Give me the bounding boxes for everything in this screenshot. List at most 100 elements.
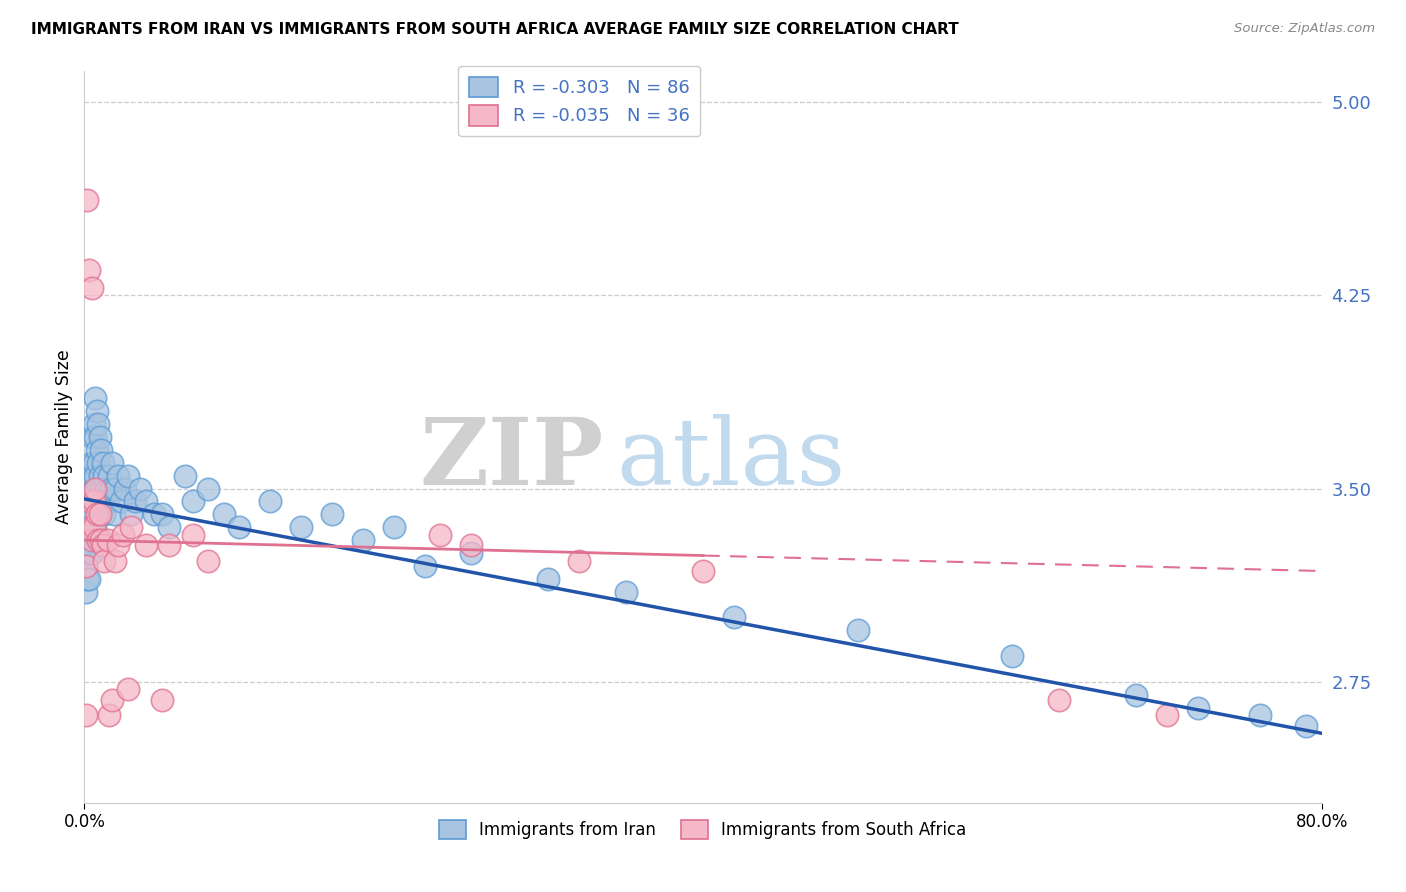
Point: [77, 468, 100, 483]
Point: [86, 482, 108, 496]
Point: [1047, 693, 1070, 707]
Point: [82, 430, 104, 444]
Point: [259, 494, 281, 508]
Point: [76, 508, 98, 522]
Point: [103, 508, 125, 522]
Point: [413, 558, 436, 573]
Point: [84, 520, 107, 534]
Point: [290, 520, 312, 534]
Point: [174, 468, 197, 483]
Point: [83, 520, 105, 534]
Point: [129, 482, 152, 496]
Point: [76, 572, 98, 586]
Point: [84, 392, 107, 406]
Point: [321, 508, 343, 522]
Point: [77, 494, 100, 508]
Point: [120, 508, 142, 522]
Text: ZIP: ZIP: [420, 414, 605, 504]
Point: [568, 554, 591, 568]
Point: [84, 494, 107, 508]
Point: [82, 533, 104, 547]
Point: [1156, 708, 1178, 723]
Point: [83, 482, 105, 496]
Point: [87, 533, 110, 547]
Point: [382, 520, 405, 534]
Point: [101, 693, 124, 707]
Point: [82, 468, 104, 483]
Point: [537, 572, 560, 586]
Point: [101, 456, 124, 470]
Point: [181, 494, 204, 508]
Point: [76, 193, 98, 207]
Point: [90, 482, 112, 496]
Point: [86, 508, 108, 522]
Point: [460, 546, 482, 560]
Point: [75, 533, 97, 547]
Y-axis label: Average Family Size: Average Family Size: [55, 350, 73, 524]
Point: [143, 508, 166, 522]
Point: [77, 546, 100, 560]
Point: [96, 494, 118, 508]
Point: [82, 494, 104, 508]
Point: [82, 520, 104, 534]
Point: [79, 520, 101, 534]
Point: [91, 456, 114, 470]
Point: [75, 708, 97, 723]
Point: [79, 546, 101, 560]
Point: [77, 494, 100, 508]
Point: [86, 404, 108, 418]
Point: [89, 508, 111, 522]
Point: [98, 708, 121, 723]
Point: [77, 572, 100, 586]
Point: [86, 442, 108, 457]
Point: [212, 508, 235, 522]
Point: [83, 508, 105, 522]
Point: [83, 417, 105, 432]
Point: [93, 508, 115, 522]
Point: [159, 520, 180, 534]
Point: [135, 494, 157, 508]
Point: [107, 538, 129, 552]
Legend: Immigrants from Iran, Immigrants from South Africa: Immigrants from Iran, Immigrants from So…: [433, 814, 973, 846]
Point: [83, 494, 105, 508]
Point: [89, 430, 111, 444]
Point: [181, 528, 204, 542]
Point: [75, 584, 97, 599]
Point: [91, 538, 114, 552]
Point: [460, 538, 482, 552]
Point: [1001, 648, 1024, 663]
Point: [104, 554, 127, 568]
Point: [76, 546, 98, 560]
Point: [79, 456, 101, 470]
Point: [846, 624, 869, 638]
Point: [91, 494, 114, 508]
Point: [110, 494, 132, 508]
Point: [429, 528, 451, 542]
Text: atlas: atlas: [616, 414, 845, 504]
Point: [79, 520, 101, 534]
Point: [89, 468, 111, 483]
Point: [112, 528, 135, 542]
Point: [104, 482, 127, 496]
Point: [723, 610, 745, 624]
Point: [228, 520, 250, 534]
Point: [1187, 700, 1209, 714]
Point: [124, 494, 146, 508]
Point: [82, 546, 104, 560]
Point: [75, 558, 97, 573]
Point: [96, 533, 118, 547]
Point: [692, 564, 714, 578]
Point: [75, 508, 97, 522]
Text: IMMIGRANTS FROM IRAN VS IMMIGRANTS FROM SOUTH AFRICA AVERAGE FAMILY SIZE CORRELA: IMMIGRANTS FROM IRAN VS IMMIGRANTS FROM …: [31, 22, 959, 37]
Text: Source: ZipAtlas.com: Source: ZipAtlas.com: [1234, 22, 1375, 36]
Point: [1125, 688, 1147, 702]
Point: [84, 482, 107, 496]
Point: [90, 533, 112, 547]
Point: [84, 468, 107, 483]
Point: [82, 281, 104, 295]
Point: [117, 682, 139, 697]
Point: [100, 482, 122, 496]
Point: [89, 508, 111, 522]
Point: [614, 584, 637, 599]
Point: [159, 538, 180, 552]
